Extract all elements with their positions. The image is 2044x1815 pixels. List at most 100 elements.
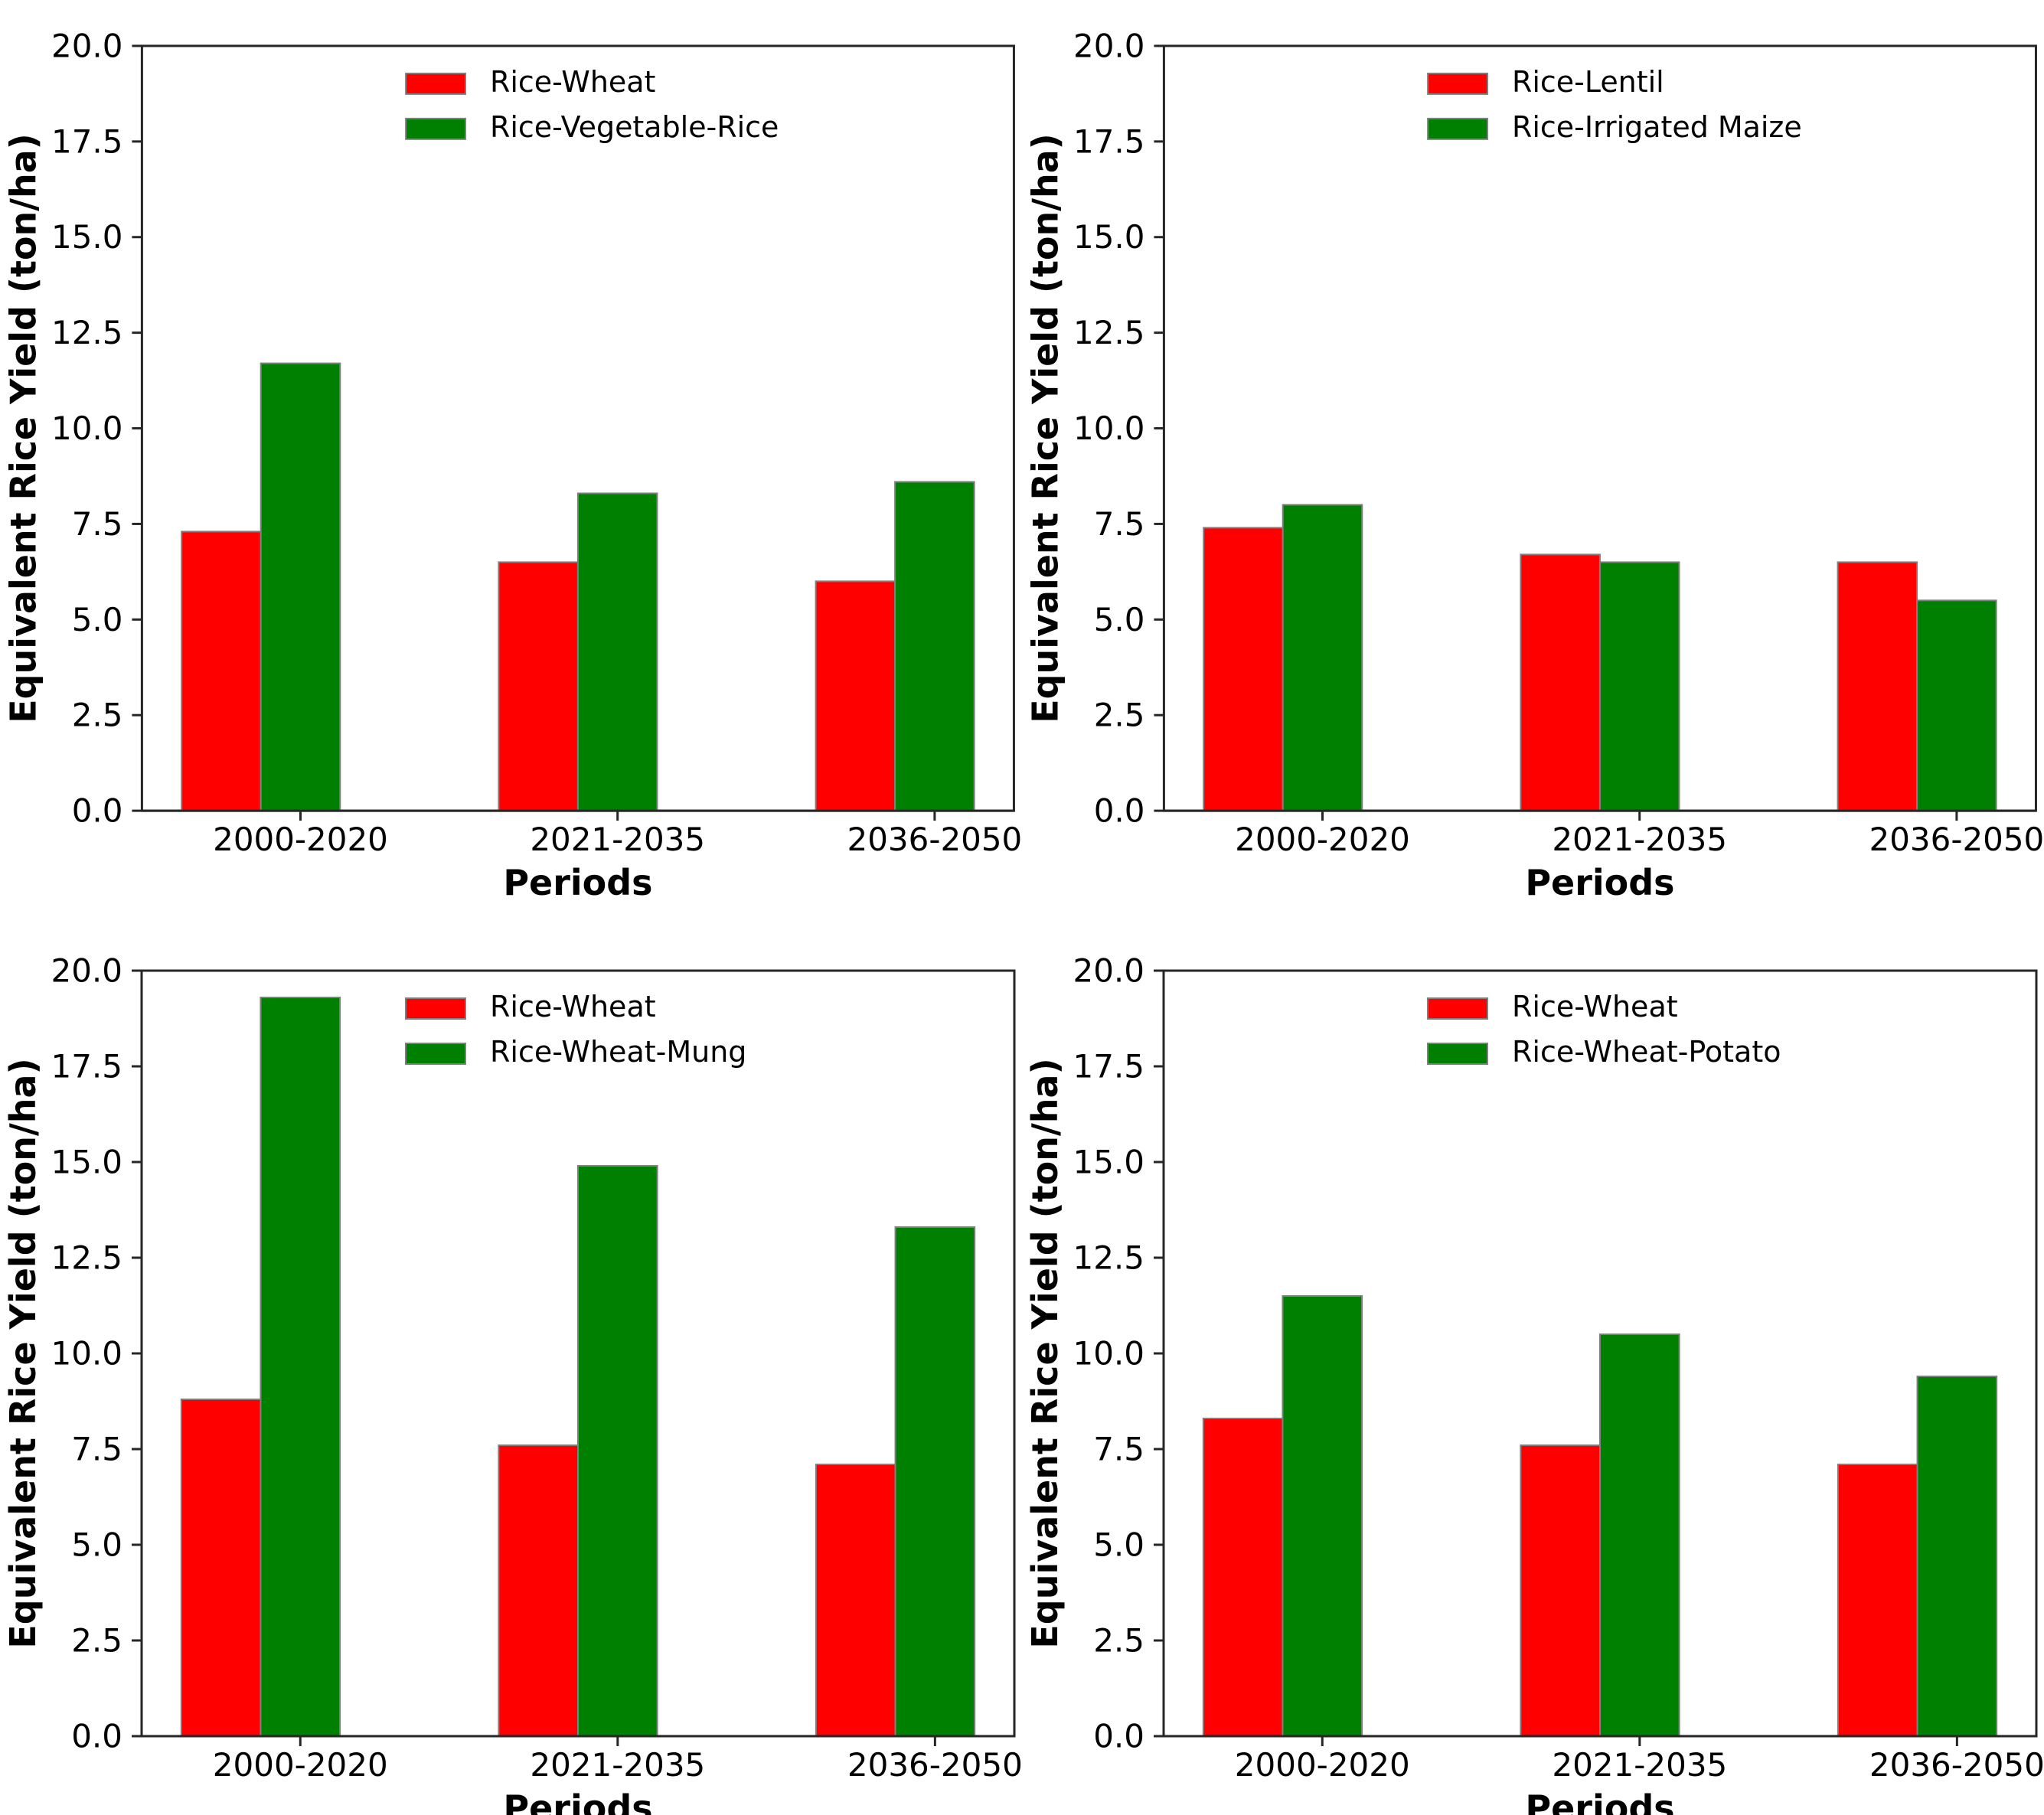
y-tick-label: 12.5 [1073, 314, 1144, 351]
bar-rice-wheat-2021-2035 [498, 561, 579, 812]
bar-rice-vegetable-rice-2036-2050 [894, 481, 975, 812]
chart-svg-bottom-right: 0.0 2.5 5.0 7.5 10.0 12.5 15.0 17.5 20.0 2000-202… [1024, 952, 2044, 1815]
y-tick-label: 0.0 [72, 792, 123, 830]
x-tick-label: 2036-2050 [1869, 821, 2044, 858]
y-tick-label: 2.5 [72, 697, 123, 734]
y-tick-label: 17.5 [51, 122, 122, 160]
legend-swatch-rice-wheat-potato [1427, 1043, 1488, 1065]
y-tick-label: 20.0 [51, 952, 122, 990]
bar-rice-wheat-mung-2021-2035 [577, 1165, 658, 1737]
y-tick-label: 2.5 [71, 1622, 122, 1660]
chart-bottom-right: 0.0 2.5 5.0 7.5 10.0 12.5 15.0 17.5 20.0 2000-202… [1022, 907, 2044, 1815]
y-tick-label: 17.5 [1073, 1048, 1144, 1085]
legend-label-rice-wheat: Rice-Wheat [490, 990, 656, 1023]
x-axis-label: Periods [503, 862, 652, 903]
x-tick-label: 2021-2035 [1552, 1746, 1727, 1784]
x-tick-label: 2000-2020 [1235, 821, 1410, 858]
y-tick-label: 15.0 [51, 218, 122, 256]
legend-swatch-rice-vegetable-rice [405, 117, 467, 140]
bar-rice-lentil-2000-2020 [1203, 527, 1284, 812]
chart-svg-top-left: 0.0 2.5 5.0 7.5 10.0 12.5 15.0 17.5 20.0 2000-202… [3, 27, 1022, 903]
y-tick-label: 7.5 [1093, 1431, 1144, 1468]
bar-rice-vegetable-rice-2021-2035 [576, 492, 658, 812]
legend-label-rice-irrigated-maize: Rice-Irrigated Maize [1512, 110, 1802, 144]
y-tick-label: 15.0 [1073, 218, 1144, 256]
bar-rice-wheat-potato-2036-2050 [1916, 1376, 1998, 1737]
bar-rice-irrigated-maize-2021-2035 [1598, 561, 1680, 812]
legend-swatch-rice-wheat [1427, 997, 1488, 1020]
x-axis-label: Periods [1525, 1787, 1674, 1815]
y-tick-label: 15.0 [1073, 1144, 1144, 1181]
y-axis-label: Equivalent Rice Yield (ton/ha) [1024, 1058, 1066, 1648]
y-tick-label: 5.0 [71, 1526, 122, 1564]
y-axis-label: Equivalent Rice Yield (ton/ha) [3, 133, 44, 723]
chart-svg-bottom-left: 0.0 2.5 5.0 7.5 10.0 12.5 15.0 17.5 20.0 2000-202… [2, 952, 1022, 1815]
y-tick-label: 12.5 [51, 314, 122, 351]
bar-rice-wheat-2036-2050 [815, 580, 896, 812]
x-axis-label: Periods [1525, 862, 1674, 903]
legend-swatch-rice-wheat [405, 997, 466, 1020]
bar-rice-lentil-2036-2050 [1837, 561, 1918, 812]
y-tick-label: 5.0 [72, 601, 123, 638]
legend-label-rice-vegetable-rice: Rice-Vegetable-Rice [490, 110, 779, 144]
y-tick-label: 7.5 [1094, 505, 1145, 543]
y-tick-label: 0.0 [1093, 1718, 1144, 1755]
y-tick-label: 10.0 [51, 410, 122, 447]
y-tick-label: 20.0 [1073, 952, 1144, 990]
y-axis-label: Equivalent Rice Yield (ton/ha) [2, 1058, 44, 1648]
chart-bottom-left: 0.0 2.5 5.0 7.5 10.0 12.5 15.0 17.5 20.0 2000-202… [0, 907, 1022, 1815]
bar-rice-wheat-2036-2050 [1837, 1464, 1918, 1737]
bar-rice-irrigated-maize-2036-2050 [1916, 599, 1997, 812]
bar-rice-lentil-2021-2035 [1520, 553, 1601, 812]
bar-rice-wheat-2000-2020 [181, 530, 262, 812]
y-tick-label: 5.0 [1093, 1526, 1144, 1564]
y-tick-label: 5.0 [1094, 601, 1145, 638]
x-tick-label: 2036-2050 [847, 1746, 1022, 1784]
x-tick-label: 2036-2050 [1869, 1746, 2044, 1784]
y-tick-label: 17.5 [1073, 122, 1144, 160]
bar-rice-wheat-2000-2020 [180, 1399, 262, 1737]
y-tick-label: 10.0 [1073, 410, 1144, 447]
legend-label-rice-wheat: Rice-Wheat [1512, 990, 1678, 1023]
x-tick-label: 2000-2020 [213, 1746, 388, 1784]
y-tick-label: 0.0 [71, 1718, 122, 1755]
legend-label-rice-lentil: Rice-Lentil [1512, 65, 1664, 99]
x-tick-label: 2000-2020 [213, 821, 388, 858]
x-tick-label: 2000-2020 [1235, 1746, 1410, 1784]
legend-label-rice-wheat-mung: Rice-Wheat-Mung [490, 1035, 746, 1069]
y-tick-label: 2.5 [1094, 697, 1145, 734]
y-axis-label: Equivalent Rice Yield (ton/ha) [1025, 133, 1066, 723]
chart-top-left: 0.0 2.5 5.0 7.5 10.0 12.5 15.0 17.5 20.0 2000-202… [0, 0, 1022, 907]
y-tick-label: 10.0 [1073, 1335, 1144, 1373]
y-tick-label: 7.5 [71, 1431, 122, 1468]
legend-swatch-rice-irrigated-maize [1427, 117, 1489, 140]
bar-rice-wheat-2036-2050 [815, 1464, 896, 1737]
y-tick-label: 20.0 [1073, 27, 1144, 64]
legend-swatch-rice-wheat-mung [405, 1043, 466, 1065]
x-tick-label: 2036-2050 [847, 821, 1022, 858]
bar-rice-wheat-potato-2021-2035 [1599, 1334, 1680, 1737]
y-tick-label: 15.0 [51, 1144, 122, 1181]
y-tick-label: 10.0 [51, 1335, 122, 1373]
bar-rice-wheat-potato-2000-2020 [1282, 1295, 1363, 1737]
legend-label-rice-wheat: Rice-Wheat [490, 65, 655, 99]
x-tick-label: 2021-2035 [530, 1746, 705, 1784]
bar-rice-irrigated-maize-2000-2020 [1282, 504, 1363, 812]
y-tick-label: 12.5 [51, 1239, 122, 1277]
y-tick-label: 0.0 [1094, 792, 1145, 830]
chart-svg-top-right: 0.0 2.5 5.0 7.5 10.0 12.5 15.0 17.5 20.0 2000-202… [1025, 27, 2044, 903]
bar-rice-wheat-mung-2036-2050 [894, 1226, 976, 1737]
bar-rice-wheat-mung-2000-2020 [260, 997, 341, 1737]
bar-rice-vegetable-rice-2000-2020 [260, 362, 341, 812]
y-tick-label: 20.0 [51, 27, 122, 64]
y-tick-label: 17.5 [51, 1048, 122, 1085]
y-tick-label: 7.5 [72, 505, 123, 543]
legend-swatch-rice-lentil [1427, 72, 1489, 95]
x-tick-label: 2021-2035 [1552, 821, 1727, 858]
x-tick-label: 2021-2035 [530, 821, 705, 858]
bar-rice-wheat-2000-2020 [1202, 1418, 1284, 1737]
legend-label-rice-wheat-potato: Rice-Wheat-Potato [1512, 1035, 1781, 1069]
bar-rice-wheat-2021-2035 [1520, 1444, 1602, 1737]
x-axis-label: Periods [503, 1787, 652, 1815]
